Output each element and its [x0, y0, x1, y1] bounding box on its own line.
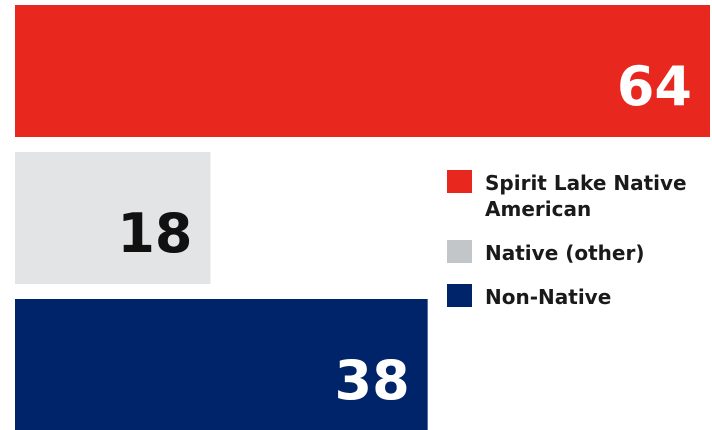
legend-label-native-other: Native (other) — [485, 241, 645, 265]
bar-value-spirit-lake: 64 — [617, 55, 692, 118]
bar-native-other — [15, 152, 211, 284]
legend-item-non-native: Non-Native — [447, 284, 709, 310]
chart-legend: Spirit Lake Native American Native (othe… — [447, 170, 709, 328]
legend-label-non-native: Non-Native — [485, 285, 612, 309]
legend-item-native-other: Native (other) — [447, 240, 709, 266]
legend-swatch-native-other — [447, 240, 472, 263]
bar-value-non-native: 38 — [335, 349, 410, 412]
bar-spirit-lake — [15, 5, 710, 137]
bar-value-native-other: 18 — [117, 202, 192, 265]
legend-item-spirit-lake: Spirit Lake Native American — [447, 170, 709, 222]
legend-swatch-spirit-lake — [447, 170, 472, 193]
legend-swatch-non-native — [447, 284, 472, 307]
bar-non-native — [15, 299, 428, 430]
legend-label-spirit-lake: Spirit Lake Native American — [485, 171, 687, 221]
